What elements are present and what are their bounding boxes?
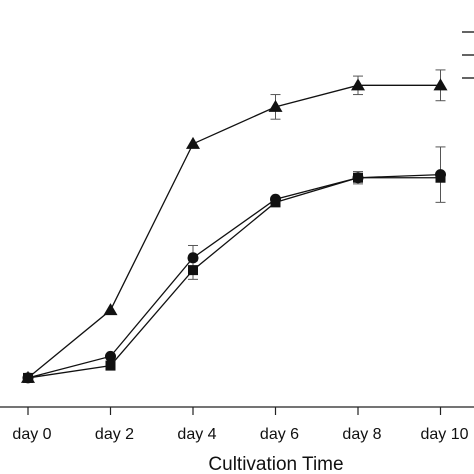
series-line-circle xyxy=(27,173,441,379)
series-lines xyxy=(27,84,441,379)
point-square-0 xyxy=(23,372,33,383)
x-tick-label-5: day 10 xyxy=(420,426,468,443)
series-markers xyxy=(21,78,448,384)
point-circle-2 xyxy=(187,252,199,264)
x-axis-title: Cultivation Time xyxy=(208,454,343,474)
series-line-triangle xyxy=(27,84,441,379)
point-triangle-2 xyxy=(186,136,200,149)
point-triangle-5 xyxy=(433,78,448,91)
x-tick-label-1: day 2 xyxy=(95,426,134,443)
point-triangle-4 xyxy=(351,78,365,91)
x-axis-ticks xyxy=(27,407,442,415)
x-tick-label-0: day 0 xyxy=(12,426,51,443)
point-triangle-1 xyxy=(103,303,118,316)
point-square-2 xyxy=(188,265,198,276)
point-square-4 xyxy=(353,172,363,183)
legend-markers xyxy=(462,31,474,79)
point-square-3 xyxy=(270,197,281,208)
x-tick-label-3: day 6 xyxy=(260,426,299,443)
point-circle-1 xyxy=(105,350,116,362)
series-line-square xyxy=(27,177,441,379)
x-tick-label-2: day 4 xyxy=(177,426,216,443)
x-tick-label-4: day 8 xyxy=(342,426,381,443)
point-triangle-3 xyxy=(268,99,283,112)
x-axis-tick-labels: day 0 day 2 day 4 day 6 day 8 day 10 xyxy=(12,426,468,443)
error-bars xyxy=(188,69,446,280)
point-square-1 xyxy=(105,360,116,371)
point-square-5 xyxy=(435,172,446,183)
